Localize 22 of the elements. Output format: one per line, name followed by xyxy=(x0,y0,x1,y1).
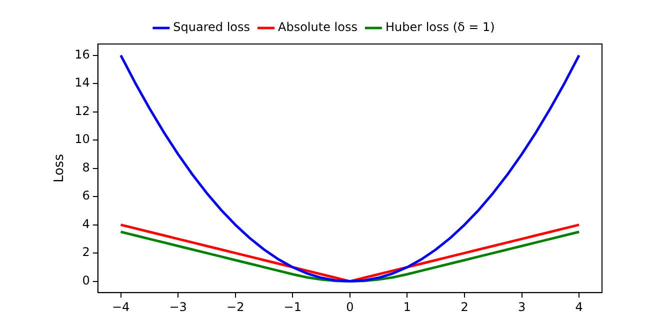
x-tick-label: 2 xyxy=(460,300,468,314)
y-tick-label: 16 xyxy=(74,47,90,62)
y-tick-label: 12 xyxy=(74,104,90,118)
x-tick-label: 0 xyxy=(346,300,354,314)
x-tick-label: −3 xyxy=(169,300,187,314)
x-tick-label: −1 xyxy=(284,300,302,314)
x-tick-label: −4 xyxy=(112,300,130,314)
x-tick-label: 3 xyxy=(518,300,526,314)
y-tick-label: 2 xyxy=(82,245,90,260)
y-tick-label: 14 xyxy=(74,76,90,90)
y-tick-label: 6 xyxy=(82,188,90,203)
y-tick-label: 10 xyxy=(74,132,90,146)
y-tick-label: 4 xyxy=(82,216,90,231)
legend-label: Absolute loss xyxy=(278,20,358,34)
legend-label: Squared loss xyxy=(173,20,250,34)
y-axis-title: Loss xyxy=(52,154,68,183)
y-tick-label: 8 xyxy=(82,160,90,174)
x-tick-label: −2 xyxy=(226,300,244,314)
legend-label: Huber loss (δ = 1) xyxy=(385,20,495,34)
x-tick-label: 4 xyxy=(575,300,583,314)
y-tick-label: 0 xyxy=(82,273,90,288)
x-tick-label: 1 xyxy=(403,300,412,314)
